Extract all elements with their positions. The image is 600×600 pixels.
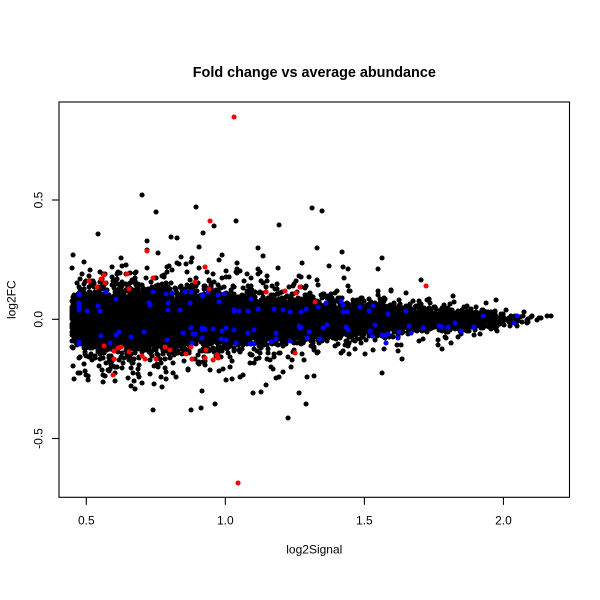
svg-text:2.0: 2.0: [495, 514, 512, 528]
svg-text:1.0: 1.0: [217, 514, 234, 528]
svg-text:log2FC: log2FC: [5, 280, 19, 319]
svg-text:1.5: 1.5: [356, 514, 373, 528]
svg-text:-0.5: -0.5: [32, 428, 46, 449]
svg-text:log2Signal: log2Signal: [286, 543, 342, 557]
svg-text:0.5: 0.5: [78, 514, 95, 528]
svg-text:Fold change vs average abundan: Fold change vs average abundance: [193, 65, 436, 81]
svg-text:0.5: 0.5: [32, 191, 46, 208]
svg-text:0.0: 0.0: [32, 311, 46, 328]
